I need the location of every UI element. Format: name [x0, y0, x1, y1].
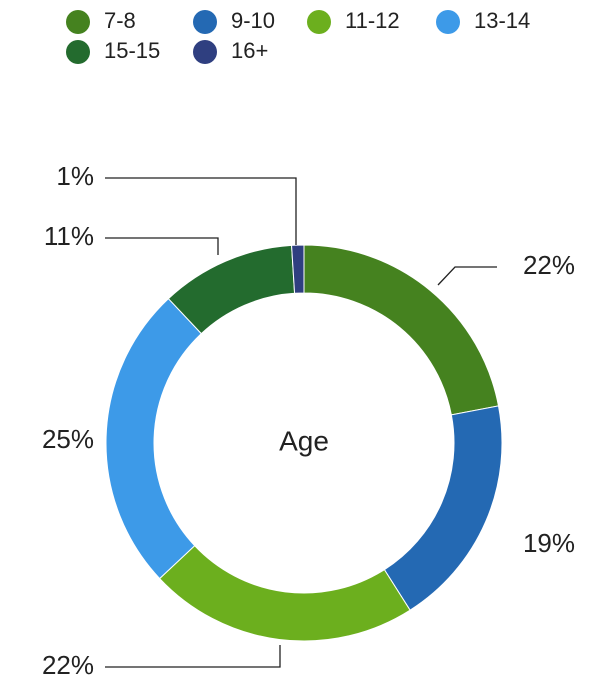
leader-line [437, 266, 497, 286]
data-label: 1% [56, 161, 94, 191]
legend-swatch [436, 10, 460, 34]
legend-label: 9-10 [231, 8, 275, 33]
legend-swatch [66, 10, 90, 34]
donut-slice [158, 544, 411, 642]
legend-swatch [66, 40, 90, 64]
data-label: 11% [44, 221, 94, 251]
data-label: 25% [42, 424, 94, 454]
center-title: Age [279, 425, 329, 456]
leader-line [105, 177, 297, 245]
legend-label: 16+ [231, 38, 268, 63]
leader-line [105, 237, 219, 255]
legend-label: 15-15 [104, 38, 160, 63]
legend-label: 11-12 [345, 8, 400, 33]
leader-line [105, 645, 281, 668]
data-label: 22% [42, 650, 94, 680]
legend-label: 7-8 [104, 8, 136, 33]
donut-slice [383, 405, 503, 611]
data-label: 22% [523, 250, 575, 280]
donut-slice [291, 244, 305, 294]
donut-slice [303, 244, 500, 416]
legend-label: 13-14 [474, 8, 530, 33]
legend-swatch [193, 10, 217, 34]
donut-slice [105, 297, 203, 580]
data-label: 19% [523, 528, 575, 558]
legend-swatch [193, 40, 217, 64]
legend-swatch [307, 10, 331, 34]
